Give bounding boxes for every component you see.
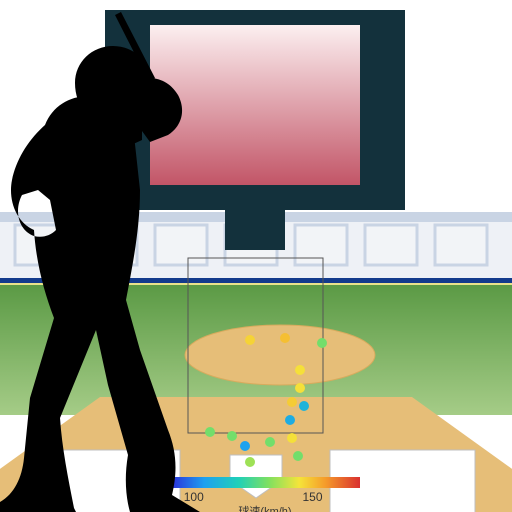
- pitch-location-figure: 100 150 球速(km/h): [0, 0, 512, 512]
- legend-tick-label: 100: [184, 490, 204, 504]
- legend-tick-label: 150: [302, 490, 322, 504]
- pitch-marker: [265, 437, 275, 447]
- pitch-marker: [280, 333, 290, 343]
- pitch-marker: [317, 338, 327, 348]
- stand-window: [365, 225, 417, 265]
- pitch-marker: [295, 365, 305, 375]
- pitch-marker: [287, 433, 297, 443]
- stand-window: [295, 225, 347, 265]
- pitch-marker: [205, 427, 215, 437]
- pitch-marker: [245, 335, 255, 345]
- stand-window: [435, 225, 487, 265]
- scoreboard-post: [225, 210, 285, 250]
- scene-svg: 100 150 球速(km/h): [0, 0, 512, 512]
- legend-title: 球速(km/h): [238, 504, 291, 512]
- pitch-marker: [287, 397, 297, 407]
- pitchers-mound: [185, 325, 375, 385]
- stand-window: [155, 225, 207, 265]
- pitch-marker: [227, 431, 237, 441]
- pitch-marker: [240, 441, 250, 451]
- pitch-marker: [295, 383, 305, 393]
- pitch-marker: [245, 457, 255, 467]
- pitch-marker: [285, 415, 295, 425]
- pitch-marker: [293, 451, 303, 461]
- pitch-marker: [299, 401, 309, 411]
- legend-bar: [170, 477, 360, 488]
